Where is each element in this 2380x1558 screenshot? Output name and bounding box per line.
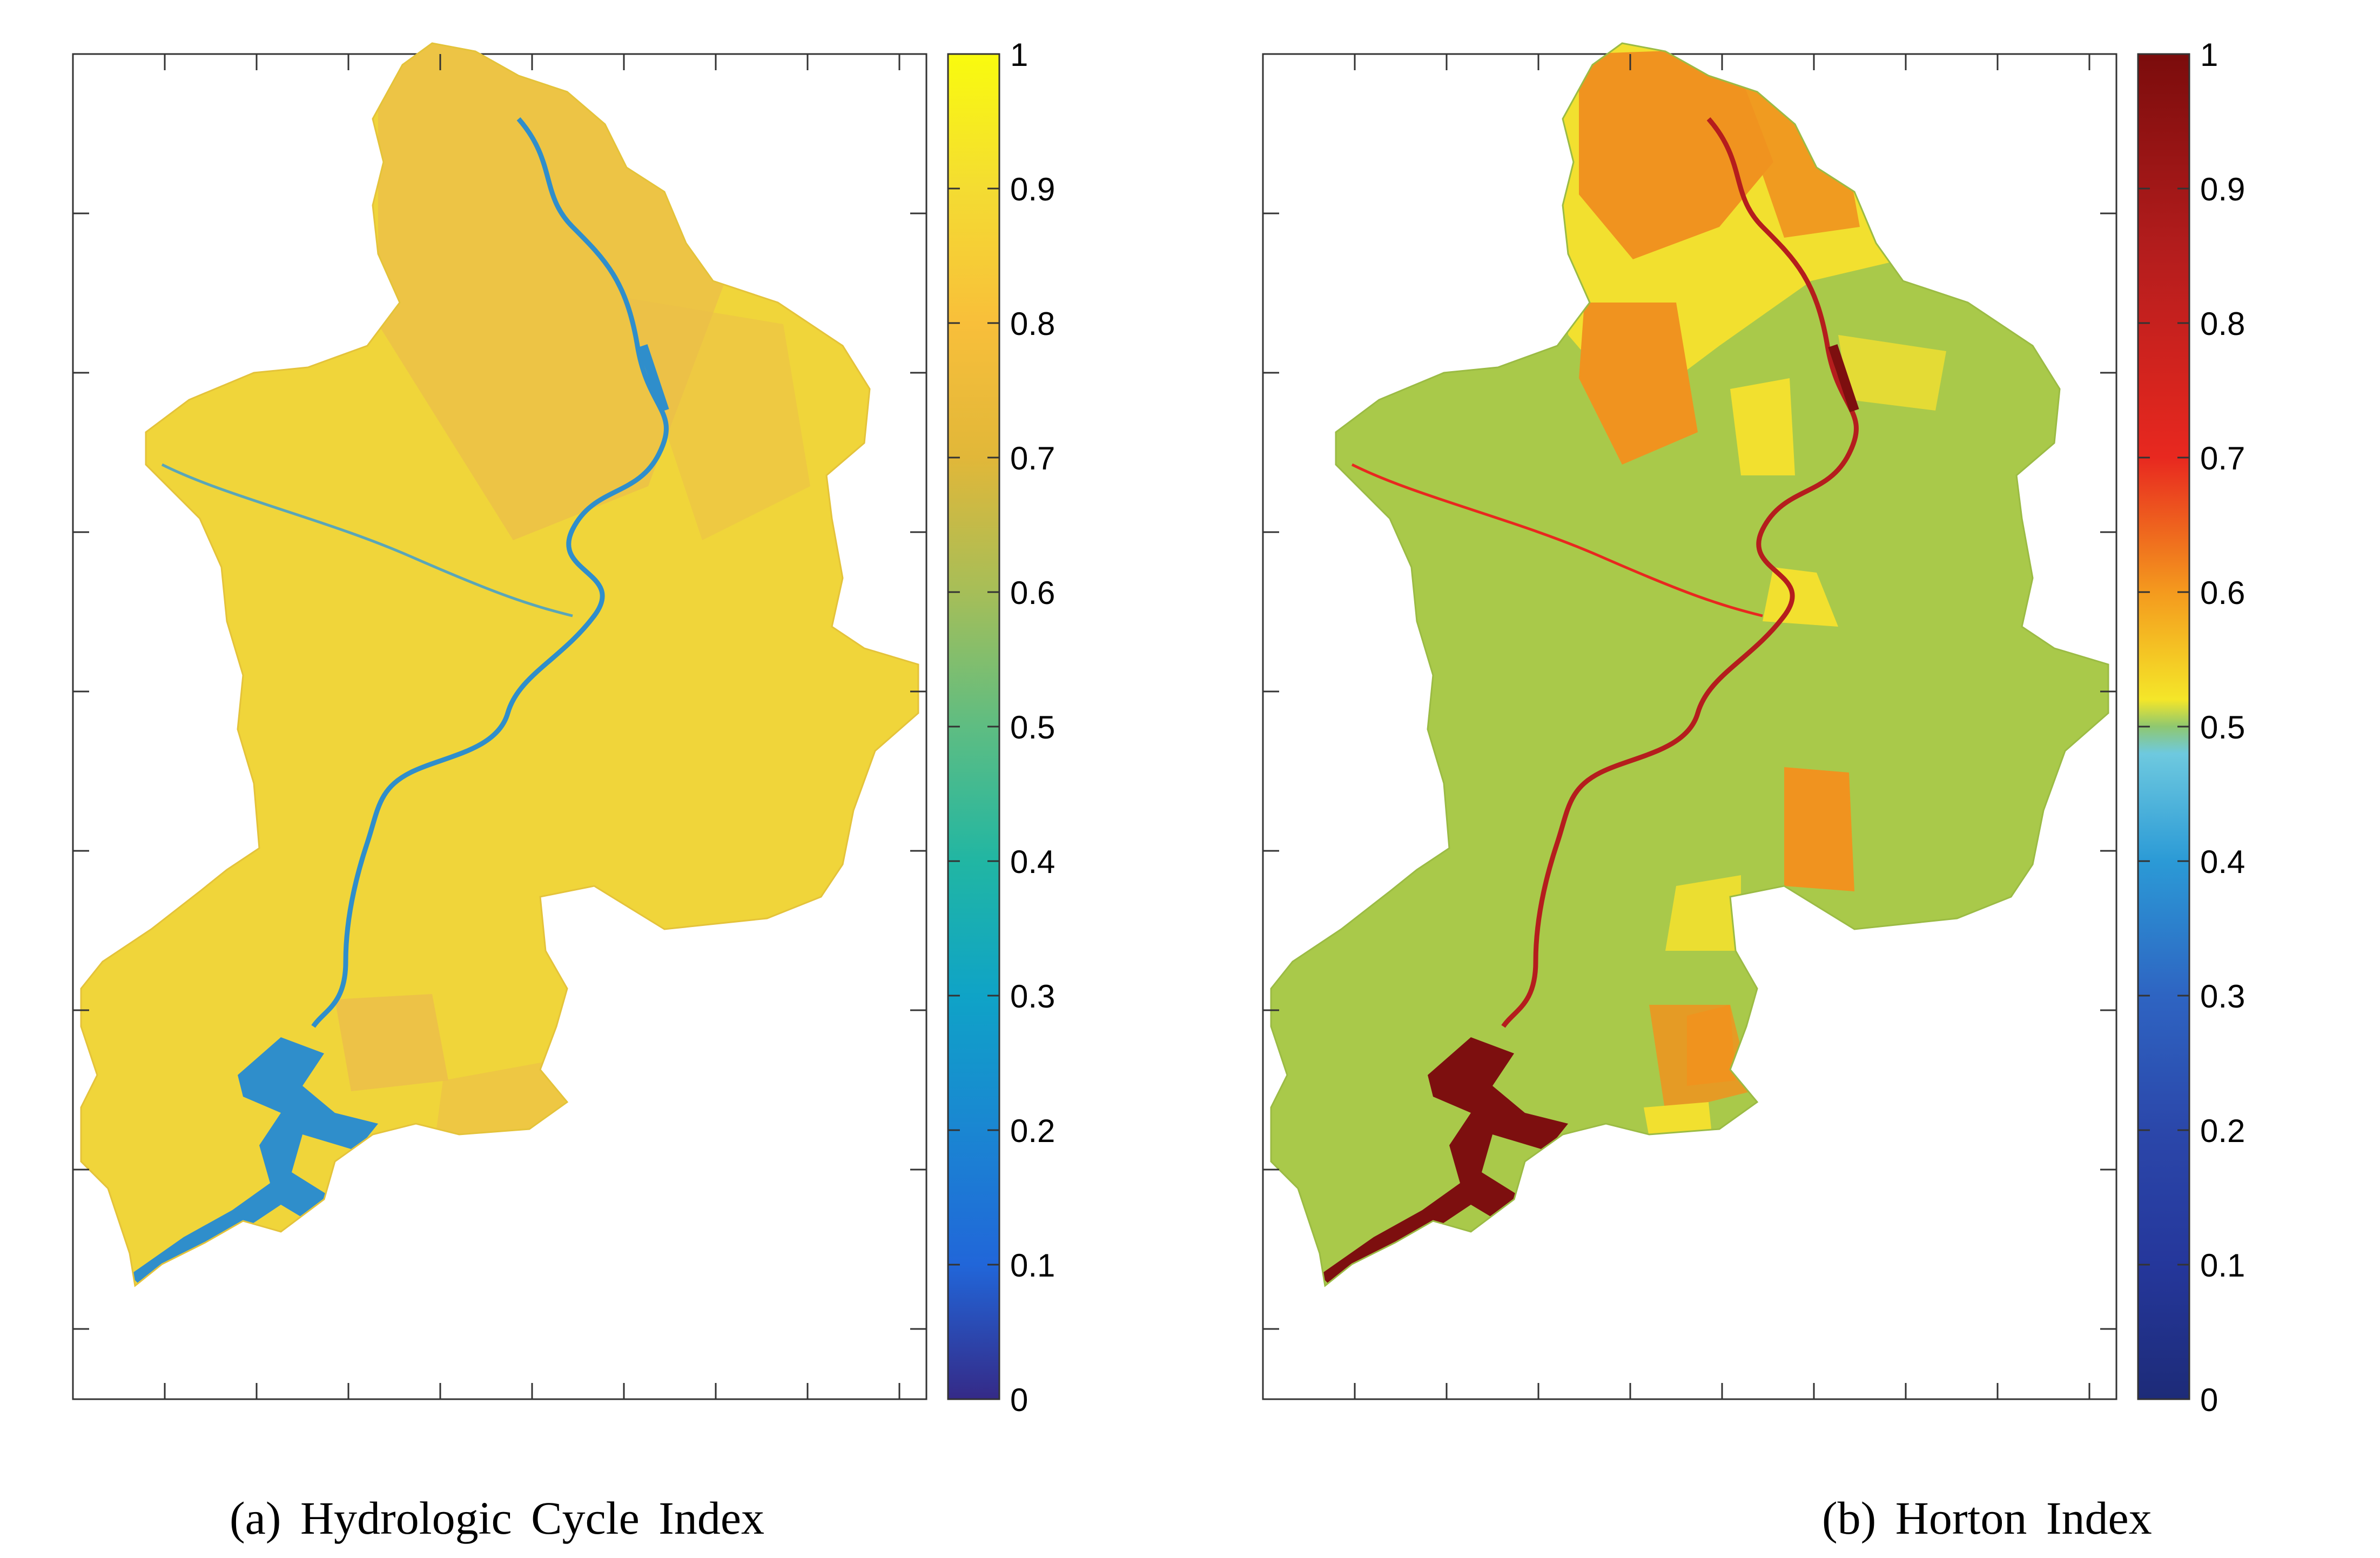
reservoir <box>1320 1037 1568 1286</box>
colorbar-tick-label: 0.7 <box>1010 440 1055 476</box>
panel-horton-index: 0 0.1 0.2 0.3 0.4 0.5 0.6 0.7 0.8 0.9 1 (b) Horton… <box>1190 0 2380 1558</box>
colorbar-tick-label: 0.9 <box>2200 171 2245 207</box>
panel-hydrologic-cycle-index: 0 0.1 0.2 0.3 0.4 0.5 0.6 0.7 0.8 0.9 1 (a) Hydrol… <box>72 37 1055 1544</box>
colorbar-tick-label: 0.3 <box>2200 978 2245 1015</box>
colorbar-tick-label: 0.4 <box>2200 844 2245 880</box>
colorbar-tick-labels: 0 0.1 0.2 0.3 0.4 0.5 0.6 0.7 0.8 0.9 1 <box>1010 37 1055 1418</box>
colorbar-tick-label: 0.2 <box>1010 1113 1055 1149</box>
colorbar-tick-label: 0.6 <box>1010 575 1055 611</box>
map-frame-ticks <box>73 54 926 1399</box>
colorbar-tick-label: 0.9 <box>1010 171 1055 207</box>
colorbar-tick-label: 1 <box>2200 37 2218 73</box>
colorbar-tick-label: 0.8 <box>2200 306 2245 342</box>
colorbar-ticks <box>948 53 999 1400</box>
colorbar-tick-label: 0.6 <box>2200 575 2245 611</box>
colorbar-ticks <box>2138 53 2189 1400</box>
colorbar-tick-label: 0 <box>2200 1382 2218 1418</box>
map-area: 0 0.1 0.2 0.3 0.4 0.5 0.6 0.7 0.8 0.9 1 <box>1262 37 2245 1418</box>
map-frame-ticks <box>1263 54 2116 1399</box>
colorbar-tick-label: 0 <box>1010 1382 1028 1418</box>
map-area: 0 0.1 0.2 0.3 0.4 0.5 0.6 0.7 0.8 0.9 1 <box>72 37 1055 1418</box>
colorbar-tick-label: 0.7 <box>2200 440 2245 476</box>
colorbar-tick-label: 0.4 <box>1010 844 1055 880</box>
colorbar-tick-label: 0.2 <box>2200 1113 2245 1149</box>
caption: (a) Hydrologic Cycle Index <box>230 1492 765 1544</box>
colorbar-tick-label: 0.1 <box>1010 1247 1055 1284</box>
caption: (b) Horton Index <box>1822 1492 2152 1544</box>
colorbar-tick-label: 1 <box>1010 37 1028 73</box>
reservoir <box>130 1037 378 1286</box>
colorbar-tick-label: 0.1 <box>2200 1247 2245 1284</box>
colorbar-tick-labels: 0 0.1 0.2 0.3 0.4 0.5 0.6 0.7 0.8 0.9 1 <box>2200 37 2245 1418</box>
colorbar-tick-label: 0.8 <box>1010 306 1055 342</box>
colorbar-tick-label: 0.3 <box>1010 978 1055 1015</box>
colorbar-tick-label: 0.5 <box>1010 709 1055 746</box>
colorbar-tick-label: 0.5 <box>2200 709 2245 746</box>
